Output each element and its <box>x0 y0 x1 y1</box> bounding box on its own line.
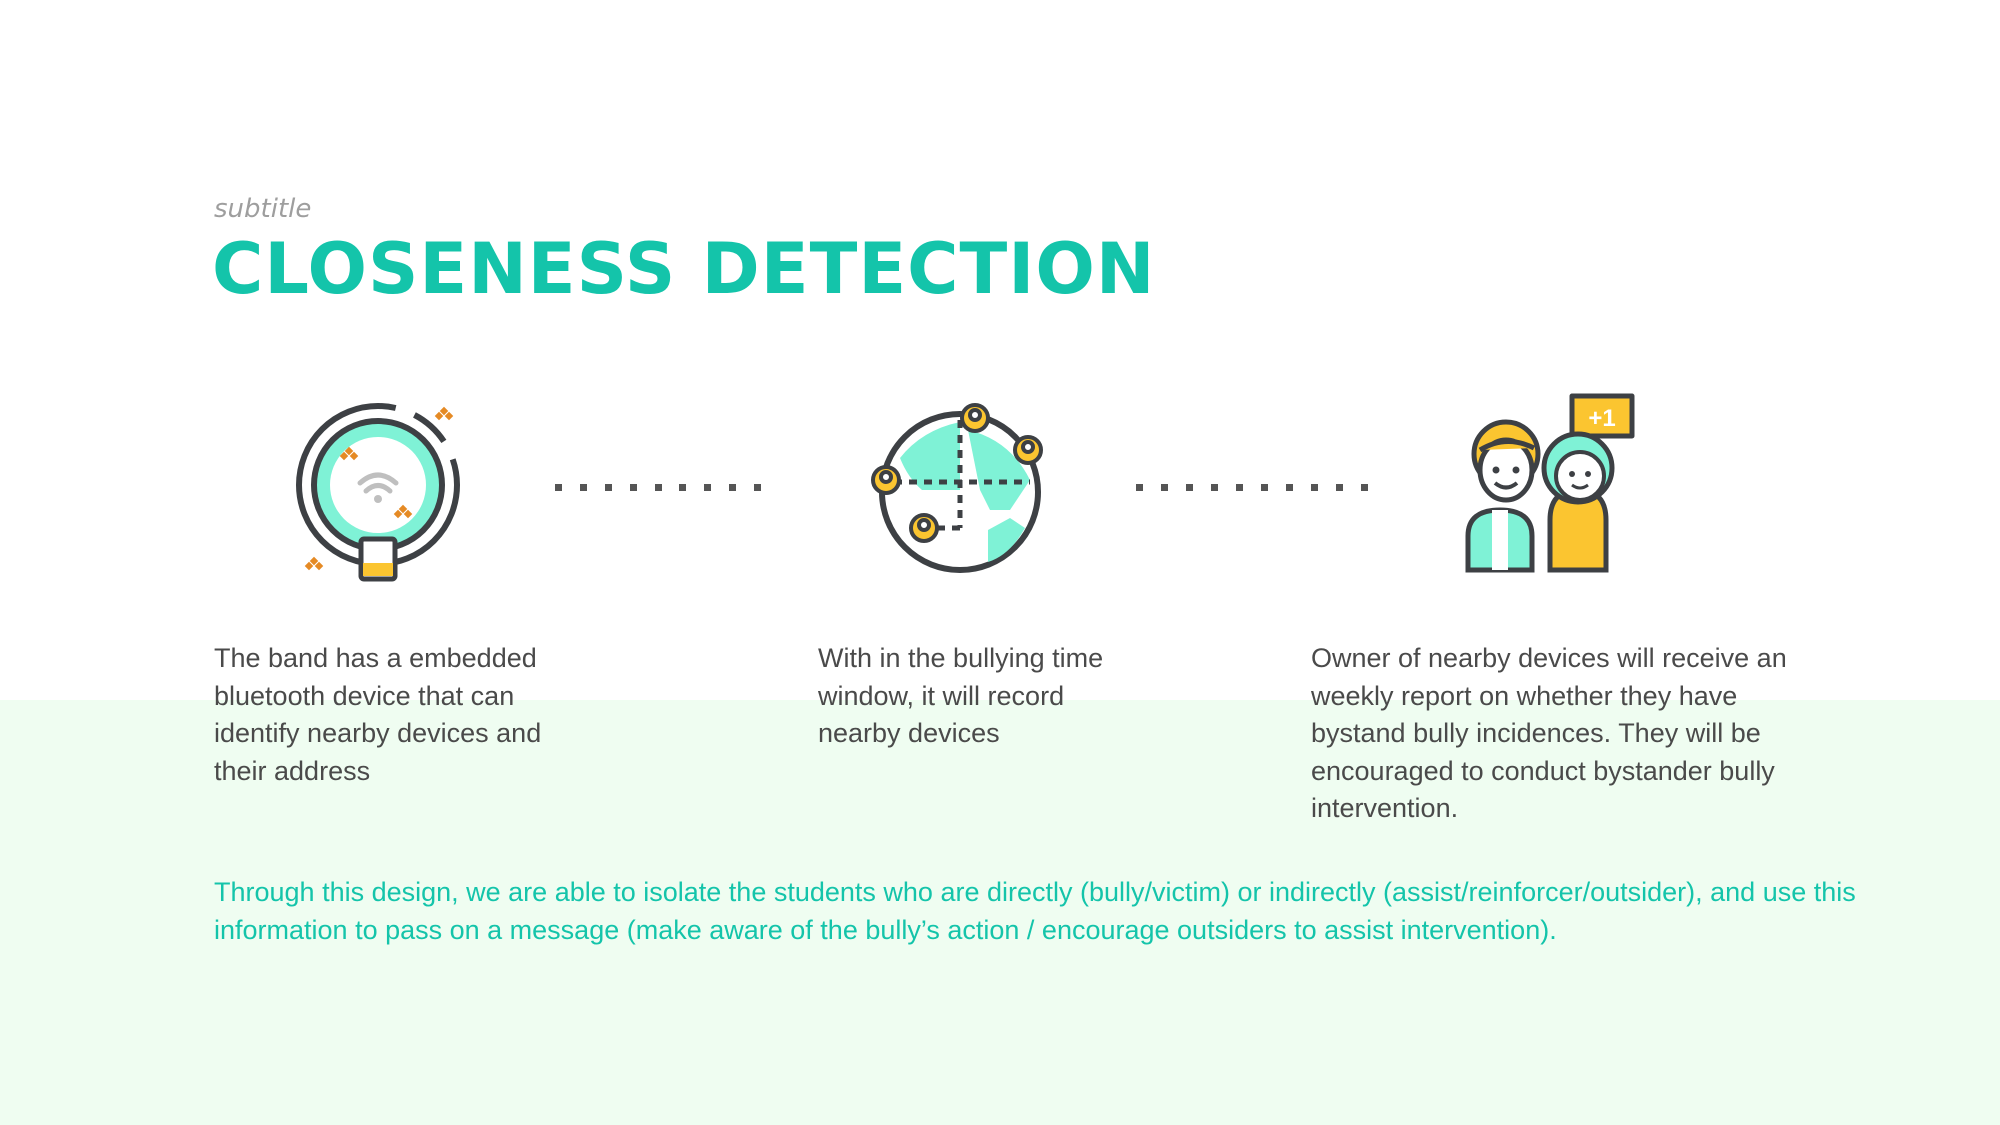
step-1-description: The band has a embedded bluetooth device… <box>214 643 542 786</box>
plus-one-badge: +1 <box>1588 405 1615 432</box>
slide-title: CLOSENESS DETECTION <box>212 228 1156 310</box>
bluetooth-band-icon <box>296 403 460 582</box>
slide-subtitle: subtitle <box>214 194 312 224</box>
dotted-connector-right <box>1136 484 1368 494</box>
dotted-connector-left <box>555 484 761 494</box>
lower-background <box>0 700 2000 1125</box>
globe-network-icon <box>871 403 1043 573</box>
people-plus-one-icon: +1 <box>1465 393 1635 573</box>
summary-text: Through this design, we are able to isol… <box>214 877 1856 945</box>
step-2-description: With in the bullying time window, it wil… <box>818 643 1104 748</box>
step-3-description: Owner of nearby devices will receive an … <box>1311 643 1787 823</box>
